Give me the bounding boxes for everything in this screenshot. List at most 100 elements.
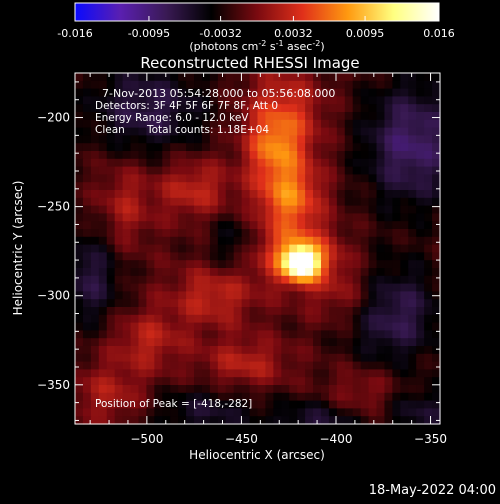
heatmap-cell <box>432 353 441 363</box>
heatmap-cell <box>360 338 370 347</box>
heatmap-cell <box>201 166 211 175</box>
heatmap-cell <box>392 353 401 363</box>
heatmap-cell <box>201 221 211 230</box>
heatmap-cell <box>265 353 274 363</box>
heatmap-cell <box>408 283 417 292</box>
heatmap-cell <box>289 369 298 378</box>
heatmap-cell <box>154 80 163 90</box>
heatmap-cell <box>249 291 259 300</box>
heatmap-cell <box>201 205 211 214</box>
heatmap-cell <box>114 252 124 261</box>
heatmap-cell <box>146 361 155 370</box>
heatmap-cell <box>170 112 179 121</box>
heatmap-cell <box>360 244 370 253</box>
heatmap-cell <box>313 166 322 175</box>
heatmap-cell <box>82 190 92 199</box>
heatmap-cell <box>170 190 179 199</box>
heatmap-cell <box>384 252 393 261</box>
heatmap-cell <box>305 299 314 308</box>
heatmap-cell <box>305 338 314 347</box>
heatmap-cell <box>328 400 338 409</box>
heatmap-cell <box>75 252 84 261</box>
heatmap-cell <box>281 346 290 355</box>
heatmap-cell <box>368 260 378 269</box>
heatmap-cell <box>82 400 92 409</box>
heatmap-cell <box>114 353 124 363</box>
heatmap-cell <box>98 182 108 191</box>
heatmap-cell <box>313 236 322 246</box>
heatmap-cell <box>336 400 346 409</box>
heatmap-cell <box>257 96 267 105</box>
heatmap-cell <box>146 416 155 425</box>
heatmap-cell <box>122 190 132 199</box>
heatmap-cell <box>273 221 282 230</box>
heatmap-cell <box>352 197 362 207</box>
heatmap-cell <box>297 416 306 425</box>
heatmap-cell <box>400 369 409 378</box>
heatmap-cell <box>178 392 187 402</box>
heatmap-cell <box>376 307 386 316</box>
heatmap-cell <box>305 408 314 417</box>
heatmap-cell <box>281 260 290 269</box>
heatmap-cell <box>360 158 370 168</box>
heatmap-cell <box>432 229 441 238</box>
heatmap-cell <box>98 135 108 144</box>
heatmap-cell <box>249 213 259 222</box>
heatmap-cell <box>273 158 282 168</box>
heatmap-cell <box>257 385 267 394</box>
heatmap-cell <box>297 143 306 152</box>
heatmap-cell <box>416 166 425 175</box>
heatmap-cell <box>75 119 84 129</box>
heatmap-cell <box>114 104 124 113</box>
heatmap-cell <box>201 322 211 331</box>
heatmap-cell <box>313 314 322 324</box>
heatmap-cell <box>297 283 306 292</box>
heatmap-cell <box>90 88 100 97</box>
heatmap-cell <box>162 338 171 347</box>
heatmap-cell <box>233 291 243 300</box>
heatmap-cell <box>416 236 425 246</box>
heatmap-cell <box>384 88 393 97</box>
heatmap-cell <box>146 96 155 105</box>
heatmap-cell <box>400 112 409 121</box>
heatmap-cell <box>90 299 100 308</box>
heatmap-cell <box>241 143 251 152</box>
heatmap-cell <box>416 205 425 214</box>
heatmap-cell <box>400 143 409 152</box>
heatmap-cell <box>194 408 203 417</box>
heatmap-cell <box>90 392 100 402</box>
heatmap-cell <box>265 330 274 339</box>
heatmap-cell <box>233 252 243 261</box>
heatmap-cell <box>313 112 322 121</box>
heatmap-cell <box>408 174 417 183</box>
heatmap-cell <box>154 205 163 214</box>
heatmap-cell <box>233 88 243 97</box>
heatmap-cell <box>249 299 259 308</box>
heatmap-cell <box>194 330 203 339</box>
heatmap-cell <box>233 151 243 160</box>
heatmap-cell <box>162 392 171 402</box>
heatmap-cell <box>146 88 155 97</box>
heatmap-cell <box>344 197 354 207</box>
heatmap-cell <box>336 338 346 347</box>
heatmap-cell <box>90 408 100 417</box>
heatmap-cell <box>265 299 274 308</box>
heatmap-cell <box>273 88 282 97</box>
heatmap-cell <box>273 275 282 285</box>
heatmap-cell <box>122 135 132 144</box>
heatmap-cell <box>344 291 354 300</box>
heatmap-cell <box>328 299 338 308</box>
heatmap-cell <box>241 353 251 363</box>
heatmap-cell <box>130 338 140 347</box>
heatmap-cell <box>344 96 354 105</box>
heatmap-cell <box>424 213 433 222</box>
heatmap-cell <box>281 330 290 339</box>
heatmap-cell <box>328 322 338 331</box>
heatmap-cell <box>305 221 314 230</box>
heatmap-cell <box>130 377 140 386</box>
heatmap-cell <box>320 400 330 409</box>
heatmap-cell <box>194 151 203 160</box>
heatmap-cell <box>313 400 322 409</box>
heatmap-cell <box>90 221 100 230</box>
